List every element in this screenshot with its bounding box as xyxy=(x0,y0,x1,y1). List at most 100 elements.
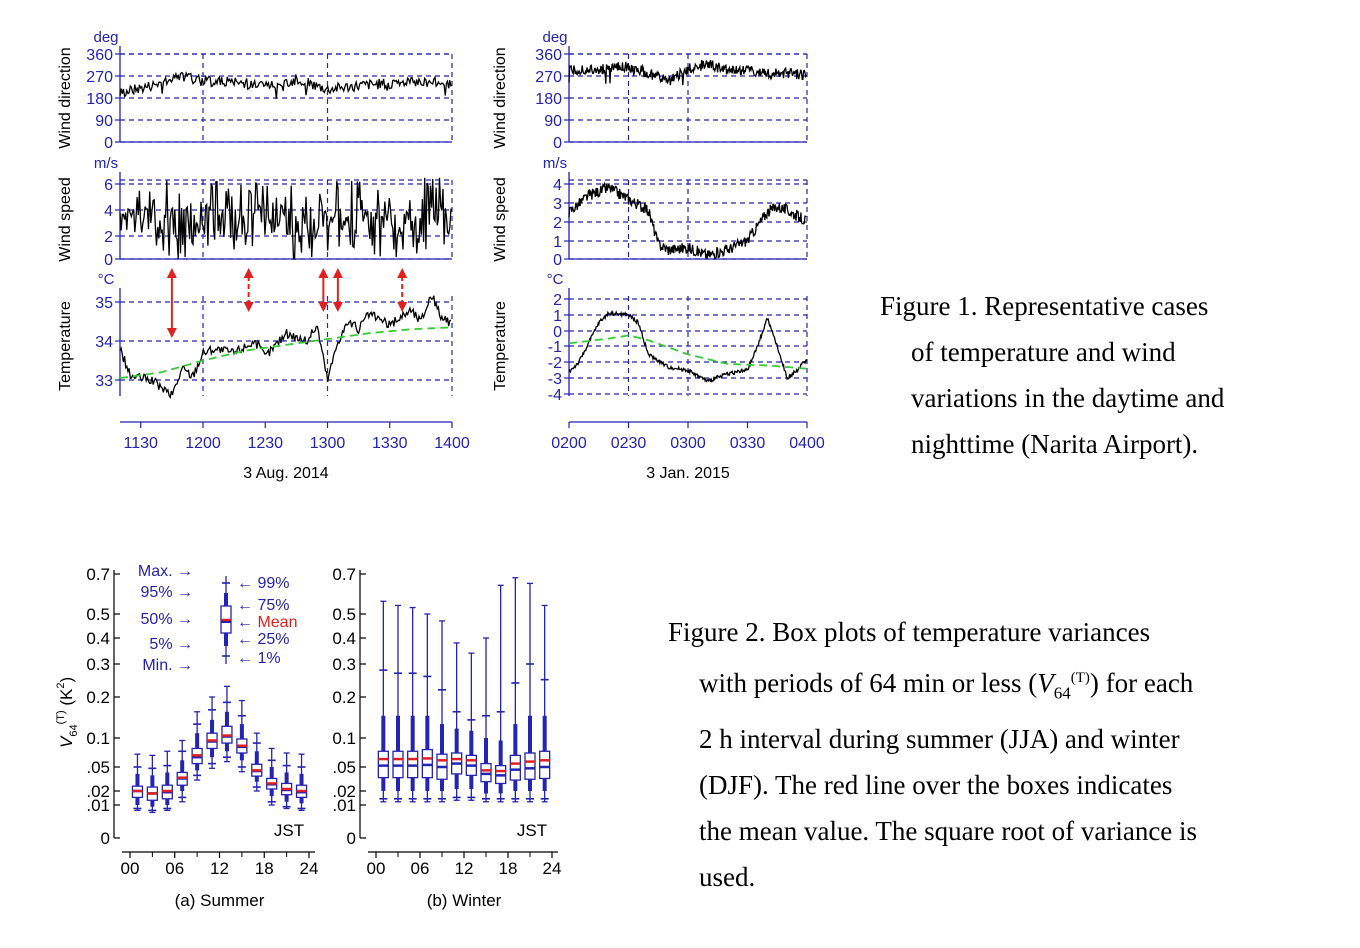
y-tick-label: 270 xyxy=(535,69,562,86)
y-tick-label: 90 xyxy=(95,113,113,130)
x-tick-label: 0230 xyxy=(611,435,647,452)
timeseries-panel: 0 2 4 6 m/s Wind speed xyxy=(57,155,453,269)
legend-label: 5% → xyxy=(149,636,193,653)
legend-label: ← 99% xyxy=(237,575,289,592)
y-tick-label: 360 xyxy=(535,47,562,64)
caption-2-line: used. xyxy=(699,862,756,893)
box-4 xyxy=(436,620,448,803)
legend-text: 99% xyxy=(257,575,289,592)
y-tick-label: 0.5 xyxy=(86,605,110,624)
y-tick-label: 3 xyxy=(553,196,562,213)
caption-1-line: of temperature and wind xyxy=(911,337,1176,367)
x-tick-label: 06 xyxy=(411,859,430,878)
caption-2-line: 2 h interval during summer (JJA) and win… xyxy=(699,724,1180,755)
box-3 xyxy=(176,739,188,803)
box-1 xyxy=(146,754,159,814)
y-tick-label: .01 xyxy=(86,796,110,815)
row-label: Wind speed xyxy=(57,177,74,262)
figure-1-caption: Figure 1. Representative cases of temper… xyxy=(880,283,1272,467)
x-tick-label: 06 xyxy=(165,859,184,878)
box-2 xyxy=(407,606,419,803)
arrow-head xyxy=(332,302,343,312)
legend-label: Max. → xyxy=(138,563,193,580)
legend-label: ← 1% xyxy=(237,650,281,667)
y-tick-label: 270 xyxy=(86,69,113,86)
arrow-head xyxy=(243,302,254,312)
figure-2-caption: Figure 2. Box plots of temperature varia… xyxy=(668,609,1272,900)
box-4 xyxy=(191,711,203,781)
row-label: Wind direction xyxy=(57,47,74,148)
time-axis: 1130 1200 1230 1300 1330 1400 3 Aug. 2014 xyxy=(124,422,470,482)
y-tick-label: 0.5 xyxy=(332,605,356,624)
legend-arrow: ← xyxy=(237,597,257,614)
date-label: 3 Aug. 2014 xyxy=(243,465,329,482)
x-tick-label: 1230 xyxy=(247,435,283,452)
iqr-box xyxy=(524,752,536,780)
row-label: Wind direction xyxy=(492,47,509,148)
x-tick-label: 0200 xyxy=(551,435,587,452)
caption-1-line: variations in the daytime and xyxy=(911,383,1225,413)
x-tick-label: 12 xyxy=(210,859,229,878)
caption-2-lead: Figure 2. Box plots of temperature varia… xyxy=(668,617,1151,647)
x-tick-label: 0400 xyxy=(789,435,825,452)
y-tick-label: 90 xyxy=(544,113,562,130)
x-tick-label: 1330 xyxy=(372,435,408,452)
arrow-head xyxy=(318,302,329,312)
x-tick-label: 00 xyxy=(367,859,386,878)
y-tick-label: 2 xyxy=(553,215,562,232)
y-axis-title-part: 2 xyxy=(55,683,67,689)
timeseries-panel: 210-1-2-3-4 °C Temperature xyxy=(492,271,808,423)
y-tick-label: -1 xyxy=(548,339,562,356)
box-5 xyxy=(206,696,218,769)
x-tick-label: 0300 xyxy=(670,435,706,452)
panel-label: (b) Winter xyxy=(427,891,502,910)
boxplot-legend: Max. →95% →50% →5% →Min. →← 99%← 75%← Me… xyxy=(138,563,298,674)
y-axis-title: V64(T) (K2) xyxy=(55,677,80,748)
data-series-line xyxy=(568,181,807,261)
caption-2-line: the mean value. The square root of varia… xyxy=(699,816,1198,847)
data-series-line xyxy=(568,309,807,383)
legend-label: ← 25% xyxy=(237,631,289,648)
y-tick-label: -4 xyxy=(548,387,562,404)
y-tick-label: 0 xyxy=(553,324,562,341)
y-tick-label: 0.4 xyxy=(332,629,356,648)
y-axis-title-part: (K xyxy=(57,688,76,710)
y-tick-label: 2 xyxy=(553,292,562,309)
x-tick-label: 18 xyxy=(499,859,518,878)
y-tick-label: 6 xyxy=(104,177,113,194)
y-tick-label: .02 xyxy=(332,782,356,801)
jst-label: JST xyxy=(274,821,304,840)
x-tick-label: 1130 xyxy=(124,435,159,452)
box-11 xyxy=(539,604,551,803)
y-axis-title-text: V64(T) (K2) xyxy=(55,677,80,748)
data-series-line xyxy=(119,295,452,400)
arrow-head xyxy=(166,328,177,338)
mean-trend-line xyxy=(568,334,808,370)
legend-arrow: ← xyxy=(237,614,257,631)
x-tick-label: 1400 xyxy=(434,435,470,452)
y-tick-label: 0 xyxy=(104,135,113,152)
y-axis-title-part: ) xyxy=(57,677,76,683)
box-0 xyxy=(377,600,389,803)
x-tick-label: 1200 xyxy=(185,435,221,452)
legend-label: ← Mean xyxy=(237,614,297,631)
box-10 xyxy=(524,582,536,803)
timeseries-panel: 33 34 35 °C Temperature xyxy=(57,271,453,423)
arrow-head xyxy=(397,302,408,312)
box-0 xyxy=(131,753,144,812)
box-3 xyxy=(421,613,433,803)
boxplot-panel: 0 .01.02 .05 0.1 0.2 0.3 0.4 0.5 0.7 00 06 12 18 24 (a… xyxy=(86,565,318,910)
event-arrows xyxy=(166,268,408,338)
y-tick-label: -2 xyxy=(548,355,562,372)
unit-label: °C xyxy=(547,271,564,288)
x-tick-label: 24 xyxy=(300,859,319,878)
box-11 xyxy=(295,753,308,812)
arrow-head xyxy=(166,268,177,278)
box-9 xyxy=(266,747,278,806)
data-series-line xyxy=(119,177,452,260)
caption-1-line: nighttime (Narita Airport). xyxy=(911,429,1199,459)
caption-2-line: (DJF). The red line over the boxes indic… xyxy=(699,770,1173,801)
